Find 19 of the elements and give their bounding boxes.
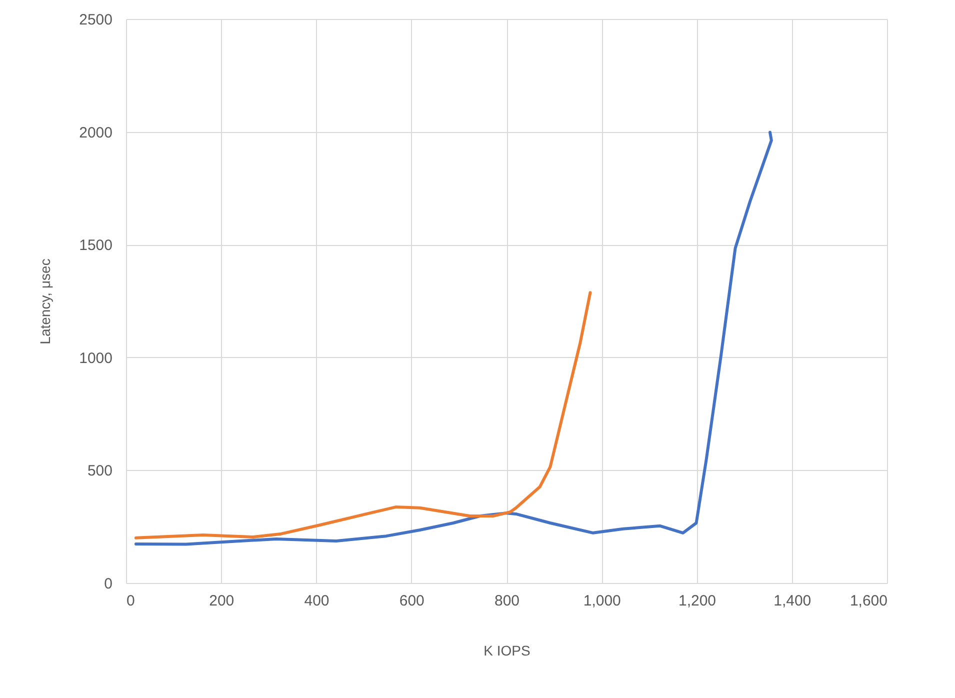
- y-tick-label: 2000: [79, 124, 112, 142]
- y-tick-label: 1500: [79, 237, 112, 254]
- y-tick-label: 1000: [79, 350, 112, 367]
- y-tick-label: 2500: [79, 12, 112, 28]
- x-axis-title: K IOPS: [484, 642, 530, 658]
- line-series: [134, 130, 773, 546]
- x-tick-label: 1,000: [583, 592, 621, 610]
- y-tick-label: 0: [104, 576, 112, 592]
- x-tick-label: 1,600: [850, 592, 888, 610]
- y-tick-label: 500: [87, 462, 112, 480]
- x-tick-label: 400: [304, 592, 330, 610]
- y-axis-title: Latency, μsec: [37, 258, 54, 344]
- line-series: [134, 291, 592, 540]
- x-tick-label: 600: [399, 592, 424, 610]
- x-tick-label: 200: [209, 592, 234, 610]
- x-tick-label: 0: [126, 592, 135, 610]
- x-tick-label: 800: [494, 592, 520, 610]
- x-tick-label: 1,200: [678, 592, 716, 610]
- x-tick-label: 1,400: [774, 592, 812, 610]
